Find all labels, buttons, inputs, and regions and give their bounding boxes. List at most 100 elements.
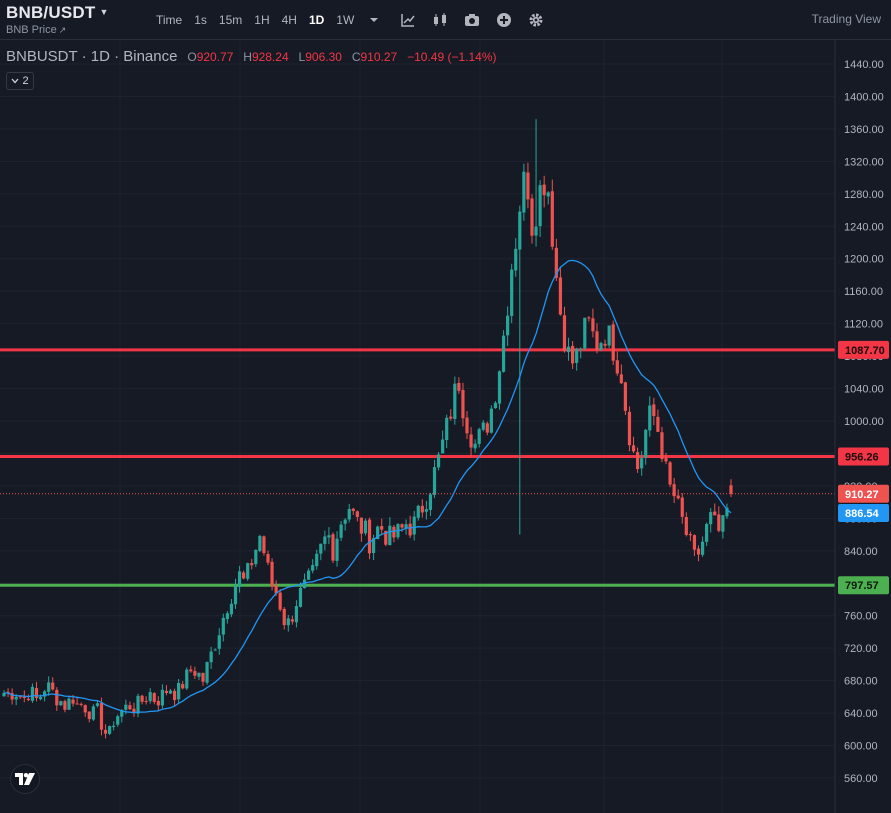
chevron-down-icon [11, 75, 19, 87]
candle-body [30, 686, 35, 701]
candle-body [481, 422, 485, 430]
candle-body [22, 696, 26, 698]
symbol-subtitle[interactable]: BNB Price [6, 24, 57, 36]
candle-body [335, 538, 339, 561]
indicator-count: 2 [22, 75, 29, 87]
candle-body [217, 635, 221, 649]
candle-body [99, 703, 104, 730]
low-label: L [298, 50, 306, 64]
candle-body [250, 563, 254, 566]
candle-body [34, 688, 39, 699]
candle-body [449, 416, 453, 419]
candle-body [233, 586, 238, 605]
candle-body [47, 682, 51, 692]
candle-body [676, 495, 680, 499]
candle-body [461, 390, 465, 419]
candle-body [713, 511, 717, 516]
candle-body [112, 725, 116, 727]
candle-body [445, 417, 449, 441]
timeframe-1s[interactable]: 1s [194, 13, 207, 27]
candle-body [63, 701, 67, 710]
candle-body [473, 443, 477, 449]
candle-body [258, 535, 262, 551]
candle-body [323, 536, 327, 544]
candle-body [95, 703, 100, 706]
candle-body [315, 553, 319, 567]
candle-body [152, 693, 156, 702]
candle-body [579, 348, 583, 350]
timeframe-4h[interactable]: 4H [281, 13, 297, 27]
candle-body [189, 669, 193, 672]
price-tag [838, 447, 889, 466]
symbol-title[interactable]: BNB/USDT [6, 3, 96, 22]
candle-body [534, 226, 538, 236]
price-tags: 1087.70 956.26 797.57 910.27 886.54 [838, 340, 889, 595]
candle-body [371, 538, 376, 554]
timeframe-time[interactable]: Time [156, 13, 183, 27]
candle-body [400, 524, 404, 528]
candle-body [652, 404, 656, 417]
price-tick-label: 1120.00 [844, 319, 883, 331]
indicators-icon[interactable] [398, 8, 418, 32]
price-tick-label: 840.00 [844, 546, 878, 558]
add-icon[interactable] [494, 8, 514, 32]
price-tag [838, 576, 889, 595]
timeframe-1w[interactable]: 1W [336, 13, 355, 27]
candle-body [530, 198, 534, 236]
candle-body [485, 423, 489, 433]
symbol-block[interactable]: BNB/USDT ▼ BNB Price ↗ [6, 3, 108, 36]
candle-body [355, 511, 359, 517]
price-tick-label: 1040.00 [844, 384, 884, 396]
price-axis-background [835, 40, 891, 813]
candle-body [562, 315, 567, 352]
candle-body [116, 716, 120, 725]
tradingview-logo-icon[interactable] [10, 764, 40, 794]
camera-icon[interactable] [462, 8, 482, 32]
candle-body [497, 371, 502, 404]
timeframe-1h[interactable]: 1H [254, 13, 270, 27]
price-tick-label: 1160.00 [844, 286, 883, 298]
settings-gear-icon[interactable] [526, 8, 546, 32]
candle-body [571, 345, 575, 364]
candle-body [477, 429, 481, 444]
price-tick-label: 1280.00 [844, 189, 884, 201]
timeframe-1d[interactable]: 1D [308, 13, 325, 27]
candle-body [453, 383, 457, 419]
trading-view-toggle[interactable]: Trading View [811, 12, 881, 26]
candle-body [388, 525, 392, 546]
candle-body [79, 703, 83, 705]
low-value: 906.30 [305, 50, 342, 64]
candle-body [136, 695, 140, 714]
candle-body [595, 331, 599, 350]
candle-style-icon[interactable] [430, 8, 450, 32]
candle-body [376, 526, 380, 540]
price-tick-label: 1000.00 [844, 416, 884, 428]
candle-body [172, 690, 177, 701]
candle-body [75, 703, 79, 705]
candle-body [294, 606, 299, 623]
symbol-caret-icon[interactable]: ▼ [99, 7, 109, 17]
timeframe-15m[interactable]: 15m [218, 13, 243, 27]
collapse-indicators-button[interactable]: 2 [6, 72, 34, 90]
price-tag-label: 886.54 [845, 508, 880, 520]
candle-body [278, 592, 282, 610]
candle-body [692, 535, 697, 550]
candle-body [518, 211, 522, 250]
candle-body [209, 651, 213, 663]
candle-body [168, 690, 173, 694]
candle-body [550, 191, 554, 247]
candle-body [668, 462, 672, 485]
candle-body [274, 585, 278, 594]
candle-body [282, 608, 286, 626]
candle-body [359, 517, 364, 534]
price-tag-label: 910.27 [845, 489, 879, 501]
price-chart[interactable]: 560.00600.00640.00680.00720.00760.00800.… [0, 40, 891, 813]
candle-body [160, 689, 164, 706]
candle-body [611, 324, 615, 361]
candle-body [148, 692, 152, 702]
timeframe-dropdown-icon[interactable] [364, 8, 384, 32]
candle-body [656, 416, 660, 432]
candle-body [213, 649, 217, 651]
candle-body [156, 700, 160, 706]
external-link-icon[interactable]: ↗ [58, 25, 67, 35]
